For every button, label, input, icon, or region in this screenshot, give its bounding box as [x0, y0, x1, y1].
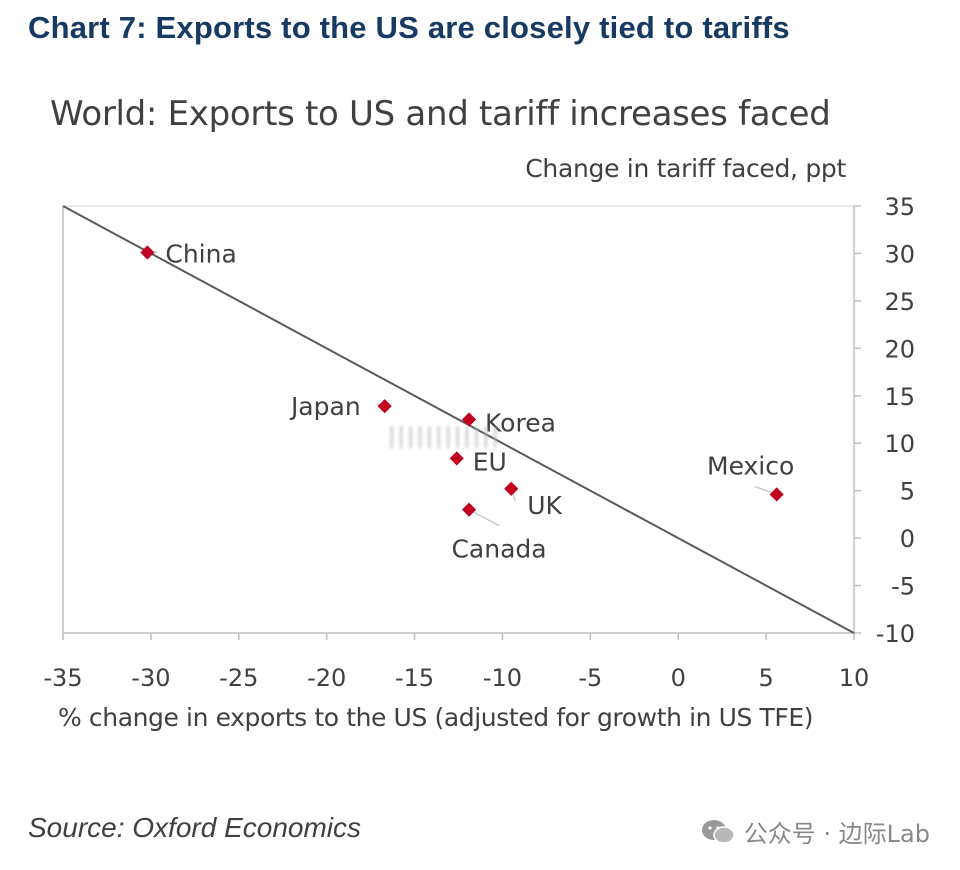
watermark-text: 公众号 · 边际Lab — [743, 820, 930, 848]
point-mexico — [769, 487, 784, 502]
y-tick-label: 30 — [884, 240, 915, 268]
point-label-korea: Korea — [485, 409, 556, 438]
x-tick-label: -15 — [395, 664, 434, 692]
blurred-overlay-label: |||||||||||| — [388, 424, 501, 449]
y-tick-label: 10 — [884, 430, 915, 458]
x-tick-label: 10 — [839, 664, 870, 692]
watermark: 公众号 · 边际Lab — [700, 814, 930, 849]
point-canada — [461, 502, 477, 517]
leader-line-canada — [468, 508, 500, 527]
source-note: Source: Oxford Economics — [28, 812, 362, 843]
point-china — [140, 245, 155, 260]
reference-line — [62, 205, 855, 634]
y-tick-label: 25 — [884, 288, 915, 316]
x-tick-label: -35 — [43, 664, 82, 692]
x-tick-label: -5 — [578, 664, 602, 692]
point-label-mexico: Mexico — [707, 451, 794, 480]
point-label-japan: Japan — [289, 392, 361, 421]
x-tick-label: -30 — [131, 664, 170, 692]
y-tick-label: 5 — [900, 478, 915, 506]
y-axis-label: Change in tariff faced, ppt — [525, 154, 846, 183]
y-tick-label: -10 — [876, 620, 915, 648]
y-tick-label: 15 — [884, 383, 915, 411]
y-tick-label: -5 — [891, 573, 915, 601]
point-uk — [504, 481, 519, 496]
wechat-icon — [701, 819, 735, 844]
y-tick-label: 35 — [884, 193, 915, 221]
x-tick-label: 5 — [758, 664, 773, 692]
page-heading: Chart 7: Exports to the US are closely t… — [28, 10, 790, 45]
y-tick-label: 0 — [900, 525, 915, 553]
point-label-china: China — [165, 239, 236, 268]
point-japan — [377, 399, 392, 414]
point-label-canada: Canada — [451, 535, 546, 564]
x-tick-label: -20 — [307, 664, 346, 692]
point-korea — [461, 412, 477, 427]
x-tick-label: 0 — [671, 664, 686, 692]
x-tick-label: -10 — [483, 664, 522, 692]
point-label-uk: UK — [527, 491, 562, 520]
y-tick-label: 20 — [884, 335, 915, 363]
point-label-eu: EU — [473, 447, 507, 476]
x-tick-label: -25 — [219, 664, 258, 692]
x-axis-label: % change in exports to the US (adjusted … — [58, 703, 814, 732]
point-eu — [449, 451, 464, 466]
chart-title: World: Exports to US and tariff increase… — [50, 94, 831, 134]
